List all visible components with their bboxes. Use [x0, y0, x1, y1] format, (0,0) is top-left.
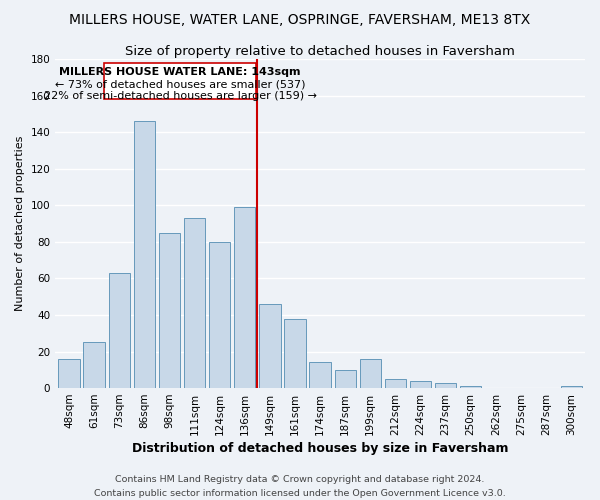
Bar [460, 386, 481, 388]
Bar [335, 370, 356, 388]
Bar [435, 382, 457, 388]
Bar [109, 273, 130, 388]
Bar [560, 386, 582, 388]
Bar [83, 342, 105, 388]
Bar [184, 218, 205, 388]
FancyBboxPatch shape [104, 63, 256, 100]
Bar [385, 379, 406, 388]
Bar [134, 122, 155, 388]
Text: 22% of semi-detached houses are larger (159) →: 22% of semi-detached houses are larger (… [44, 91, 317, 101]
Bar [159, 233, 180, 388]
Text: MILLERS HOUSE, WATER LANE, OSPRINGE, FAVERSHAM, ME13 8TX: MILLERS HOUSE, WATER LANE, OSPRINGE, FAV… [70, 12, 530, 26]
Y-axis label: Number of detached properties: Number of detached properties [15, 136, 25, 312]
Text: Contains HM Land Registry data © Crown copyright and database right 2024.
Contai: Contains HM Land Registry data © Crown c… [94, 476, 506, 498]
Bar [58, 359, 80, 388]
Text: ← 73% of detached houses are smaller (537): ← 73% of detached houses are smaller (53… [55, 80, 305, 90]
Bar [410, 381, 431, 388]
Text: MILLERS HOUSE WATER LANE: 143sqm: MILLERS HOUSE WATER LANE: 143sqm [59, 68, 301, 78]
Title: Size of property relative to detached houses in Faversham: Size of property relative to detached ho… [125, 45, 515, 58]
Bar [259, 304, 281, 388]
X-axis label: Distribution of detached houses by size in Faversham: Distribution of detached houses by size … [132, 442, 508, 455]
Bar [209, 242, 230, 388]
Bar [359, 359, 381, 388]
Bar [234, 207, 256, 388]
Bar [310, 362, 331, 388]
Bar [284, 318, 305, 388]
